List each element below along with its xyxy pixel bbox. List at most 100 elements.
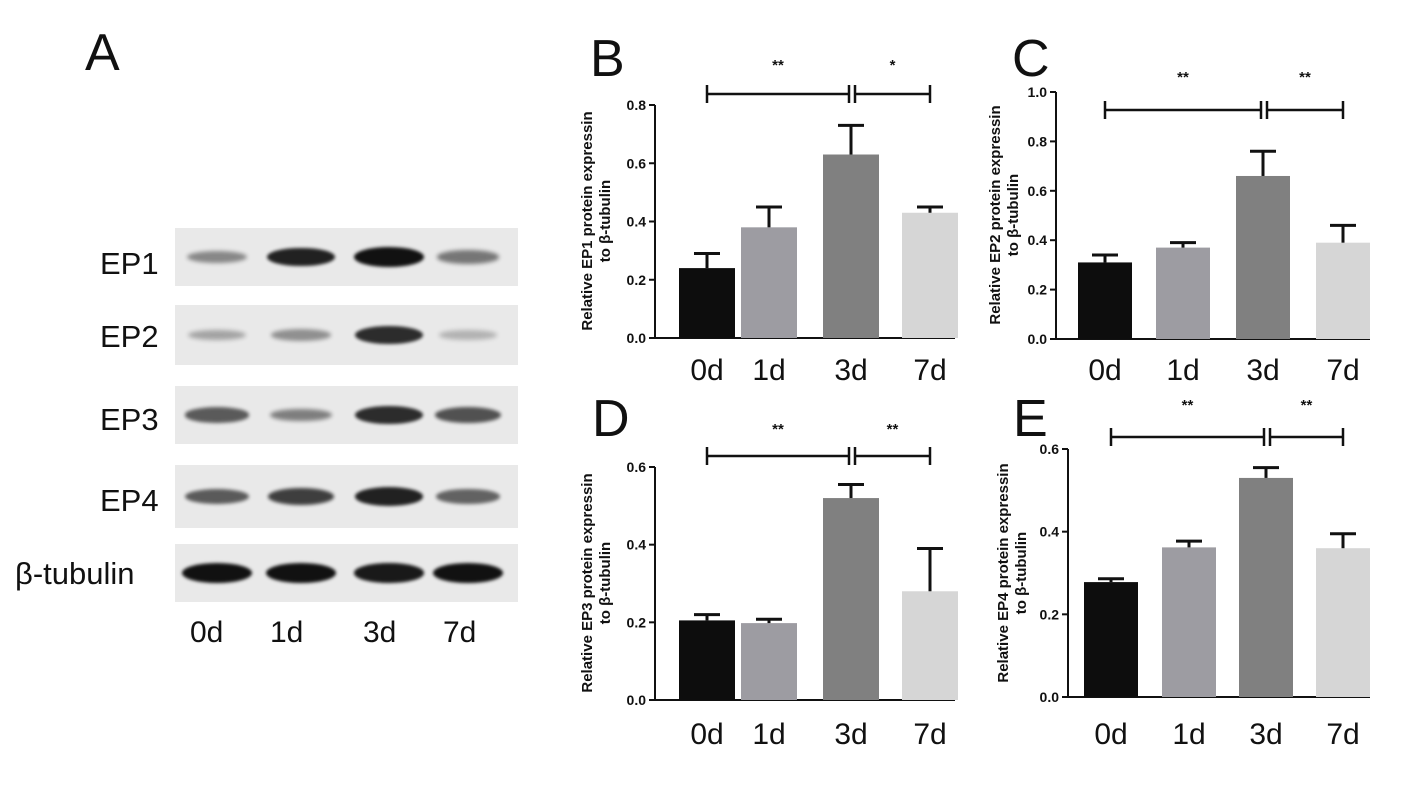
y-tick-label: 0.8 <box>1028 133 1048 149</box>
blot-band <box>436 250 500 264</box>
panel-letter-e: E <box>1013 390 1048 448</box>
y-tick-label: 0.0 <box>627 692 647 708</box>
panel-letter-b: B <box>590 30 625 88</box>
bar <box>679 620 735 700</box>
x-tick-label: 3d <box>1246 354 1279 387</box>
y-tick-label: 0.2 <box>627 614 647 630</box>
y-tick-label: 0.8 <box>627 97 647 113</box>
bar <box>741 227 797 338</box>
blot-band <box>267 488 335 505</box>
blot-strip-ep4 <box>175 465 518 528</box>
panel-letter-c: C <box>1012 30 1050 88</box>
blot-band <box>184 488 250 505</box>
y-tick-label: 1.0 <box>1028 84 1048 100</box>
y-axis-label: to β-tubulin <box>597 180 614 262</box>
significance-label: ** <box>887 421 899 438</box>
x-tick-label: 3d <box>834 354 867 387</box>
x-tick-label: 7d <box>913 718 946 751</box>
y-tick-label: 0.0 <box>1028 331 1048 347</box>
y-axis-label: to β-tubulin <box>1013 532 1030 614</box>
x-tick-label: 1d <box>1172 718 1205 751</box>
y-tick-label: 0.0 <box>627 330 647 346</box>
x-tick-label: 7d <box>1326 718 1359 751</box>
blot-band <box>270 408 332 422</box>
x-tick-label: 3d <box>834 718 867 751</box>
bar <box>741 623 797 700</box>
blot-band <box>355 325 423 345</box>
blot-row-label-ep4: EP4 <box>100 483 159 518</box>
y-tick-label: 0.6 <box>627 155 647 171</box>
y-tick-label: 0.6 <box>1040 441 1060 457</box>
significance-label: * <box>890 57 896 74</box>
y-axis-label: Relative EP1 protein expressin <box>579 111 596 330</box>
x-tick-label: 0d <box>1094 718 1127 751</box>
blot-band <box>187 329 247 341</box>
blot-band <box>182 563 252 583</box>
bar <box>1316 242 1370 339</box>
y-tick-label: 0.4 <box>627 214 647 230</box>
bar <box>1316 548 1370 697</box>
bar <box>823 498 879 700</box>
bar <box>1156 247 1210 339</box>
bar <box>1084 582 1138 697</box>
blot-band <box>439 330 497 340</box>
blot-band <box>436 489 500 504</box>
blot-strip-ep3 <box>175 386 518 444</box>
blot-band <box>354 563 424 583</box>
x-tick-label: 3d <box>1249 718 1282 751</box>
x-tick-label: 1d <box>1166 354 1199 387</box>
blot-strip-beta-tubulin <box>175 544 518 602</box>
y-axis-label: to β-tubulin <box>1005 174 1022 256</box>
bar <box>1162 547 1216 697</box>
significance-label: ** <box>1299 69 1311 86</box>
significance-label: ** <box>1301 397 1313 414</box>
blot-row-label-beta-tubulin: β-tubulin <box>15 556 135 591</box>
blot-band <box>354 247 424 267</box>
y-tick-label: 0.4 <box>627 537 647 553</box>
y-tick-label: 0.4 <box>1040 524 1060 540</box>
bar <box>902 212 958 338</box>
blot-row-label-ep3: EP3 <box>100 402 159 437</box>
blot-strip-ep2 <box>175 305 518 365</box>
y-tick-label: 0.4 <box>1028 232 1048 248</box>
blot-band <box>266 563 336 583</box>
y-tick-label: 0.2 <box>627 272 647 288</box>
y-tick-label: 0.0 <box>1040 689 1060 705</box>
significance-label: ** <box>1177 69 1189 86</box>
blot-lane-label: 3d <box>363 616 397 649</box>
x-tick-label: 7d <box>1326 354 1359 387</box>
y-axis-label: Relative EP4 protein expressin <box>995 463 1012 682</box>
y-tick-label: 0.2 <box>1028 282 1048 298</box>
x-tick-label: 0d <box>690 718 723 751</box>
x-tick-label: 1d <box>752 718 785 751</box>
blot-lane-label: 1d <box>270 616 304 649</box>
significance-label: ** <box>772 421 784 438</box>
blot-lane-label: 0d <box>190 616 224 649</box>
blot-band <box>186 250 248 264</box>
blot-strip-ep1 <box>175 228 518 286</box>
blot-band <box>433 563 503 583</box>
bar <box>1236 175 1290 339</box>
bar <box>902 591 958 700</box>
bar <box>1239 477 1293 697</box>
y-tick-label: 0.2 <box>1040 606 1060 622</box>
bar <box>823 154 879 338</box>
significance-label: ** <box>772 57 784 74</box>
y-axis-label: Relative EP3 protein expressin <box>579 473 596 692</box>
blot-row-label-ep2: EP2 <box>100 319 159 354</box>
blot-band <box>270 329 332 341</box>
bar <box>679 268 735 338</box>
x-tick-label: 7d <box>913 354 946 387</box>
bar <box>1078 262 1132 339</box>
x-tick-label: 1d <box>752 354 785 387</box>
blot-lane-label: 7d <box>443 616 477 649</box>
blot-band <box>266 247 336 267</box>
y-tick-label: 0.6 <box>627 459 647 475</box>
blot-band <box>184 407 250 423</box>
blot-band <box>354 487 424 506</box>
y-axis-label: to β-tubulin <box>597 542 614 624</box>
panel-letter-d: D <box>592 390 630 448</box>
